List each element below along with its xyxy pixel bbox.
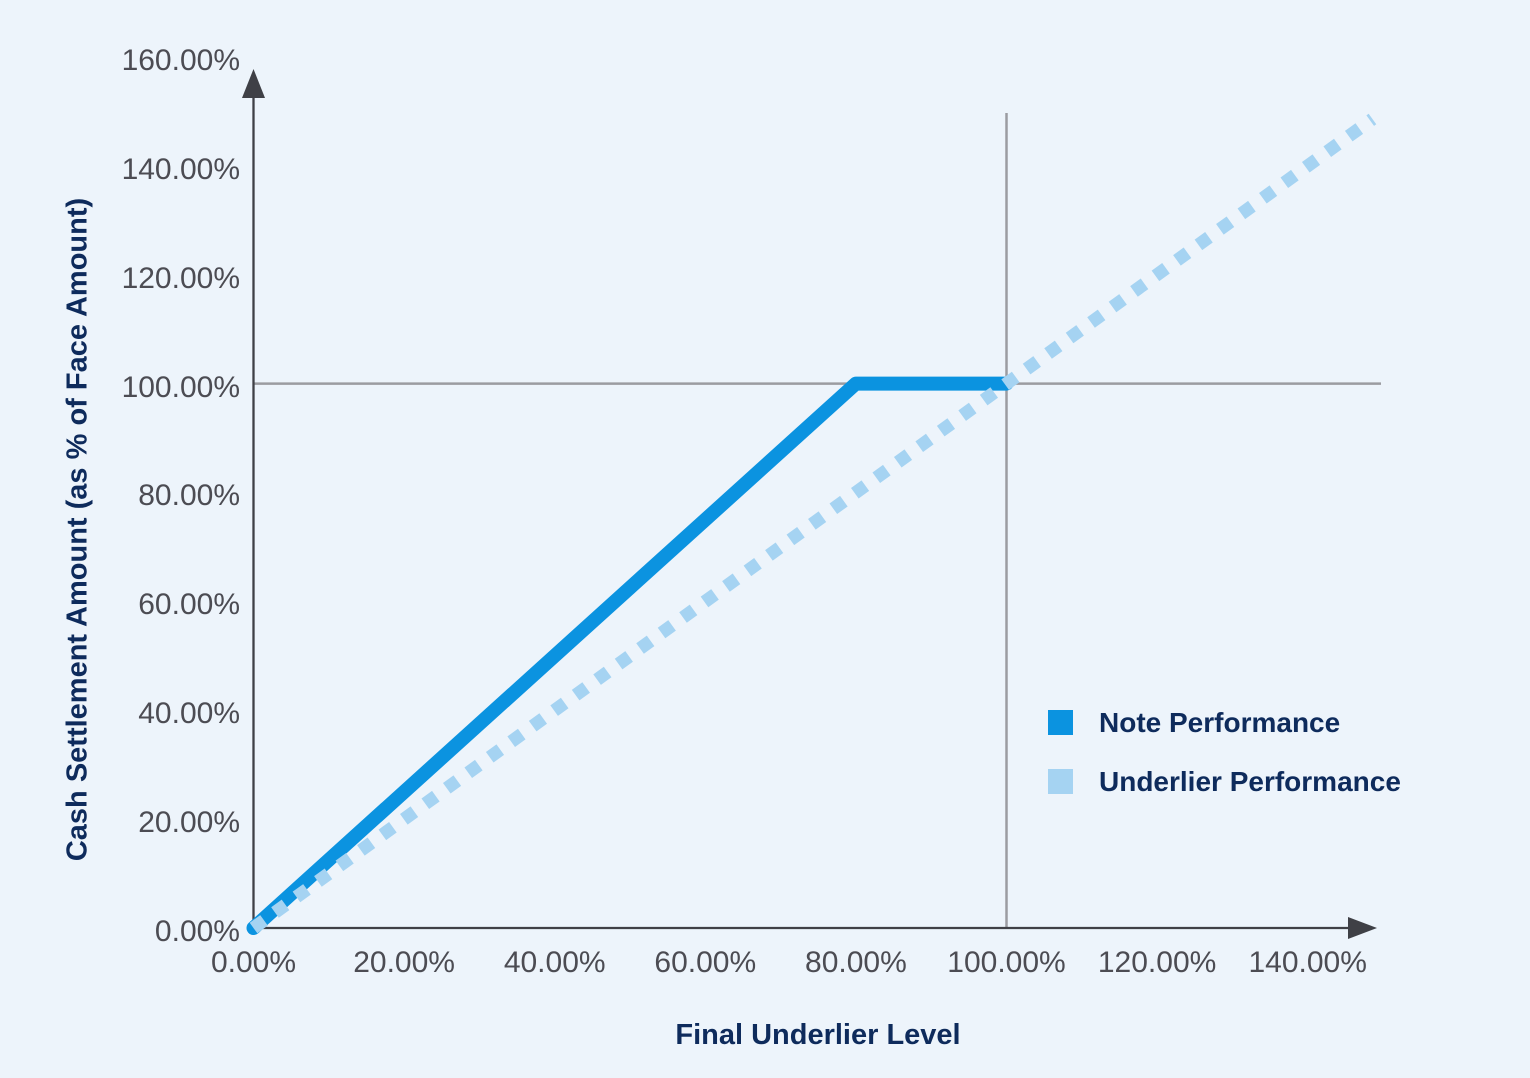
- legend-item-underlier-performance: Underlier Performance: [1048, 765, 1401, 798]
- x-tick-label: 100.00%: [947, 946, 1066, 979]
- y-tick-label: 140.00%: [121, 152, 240, 186]
- x-tick-label: 40.00%: [503, 946, 606, 979]
- note-performance-swatch-icon: [1048, 710, 1073, 735]
- x-axis-arrow-icon: [1348, 917, 1377, 939]
- legend-label-note-performance: Note Performance: [1099, 706, 1341, 738]
- x-tick-label: 0.00%: [210, 946, 297, 979]
- x-tick-label: 120.00%: [1097, 946, 1217, 979]
- legend-label-underlier-performance: Underlier Performance: [1099, 765, 1401, 797]
- y-tick-label: 80.00%: [138, 479, 240, 513]
- x-tick-label: 80.00%: [805, 946, 907, 979]
- y-tick-label: 160.00%: [121, 43, 240, 77]
- x-tick-label: 20.00%: [353, 946, 455, 979]
- x-tick-label: 60.00%: [654, 946, 757, 979]
- series-line-underlier-performance: [249, 113, 1377, 934]
- y-tick-label: 120.00%: [121, 261, 240, 295]
- y-tick-label: 60.00%: [138, 588, 240, 622]
- y-axis-title: Cash Settlement Amount (as % of Face Amo…: [61, 197, 94, 862]
- y-tick-label: 40.00%: [138, 697, 240, 731]
- y-axis-arrow-icon: [242, 69, 265, 98]
- legend-item-note-performance: Note Performance: [1048, 706, 1401, 739]
- underlier-performance-swatch-icon: [1048, 769, 1073, 794]
- y-tick-label: 20.00%: [138, 806, 240, 840]
- series-line-note-performance: [246, 376, 1014, 935]
- x-tick-label: 140.00%: [1248, 946, 1367, 979]
- y-tick-label: 0.00%: [154, 915, 240, 948]
- x-axis-title: Final Underlier Level: [675, 1019, 961, 1051]
- y-tick-label: 100.00%: [121, 370, 240, 404]
- legend: Note Performance Underlier Performance: [1048, 706, 1401, 824]
